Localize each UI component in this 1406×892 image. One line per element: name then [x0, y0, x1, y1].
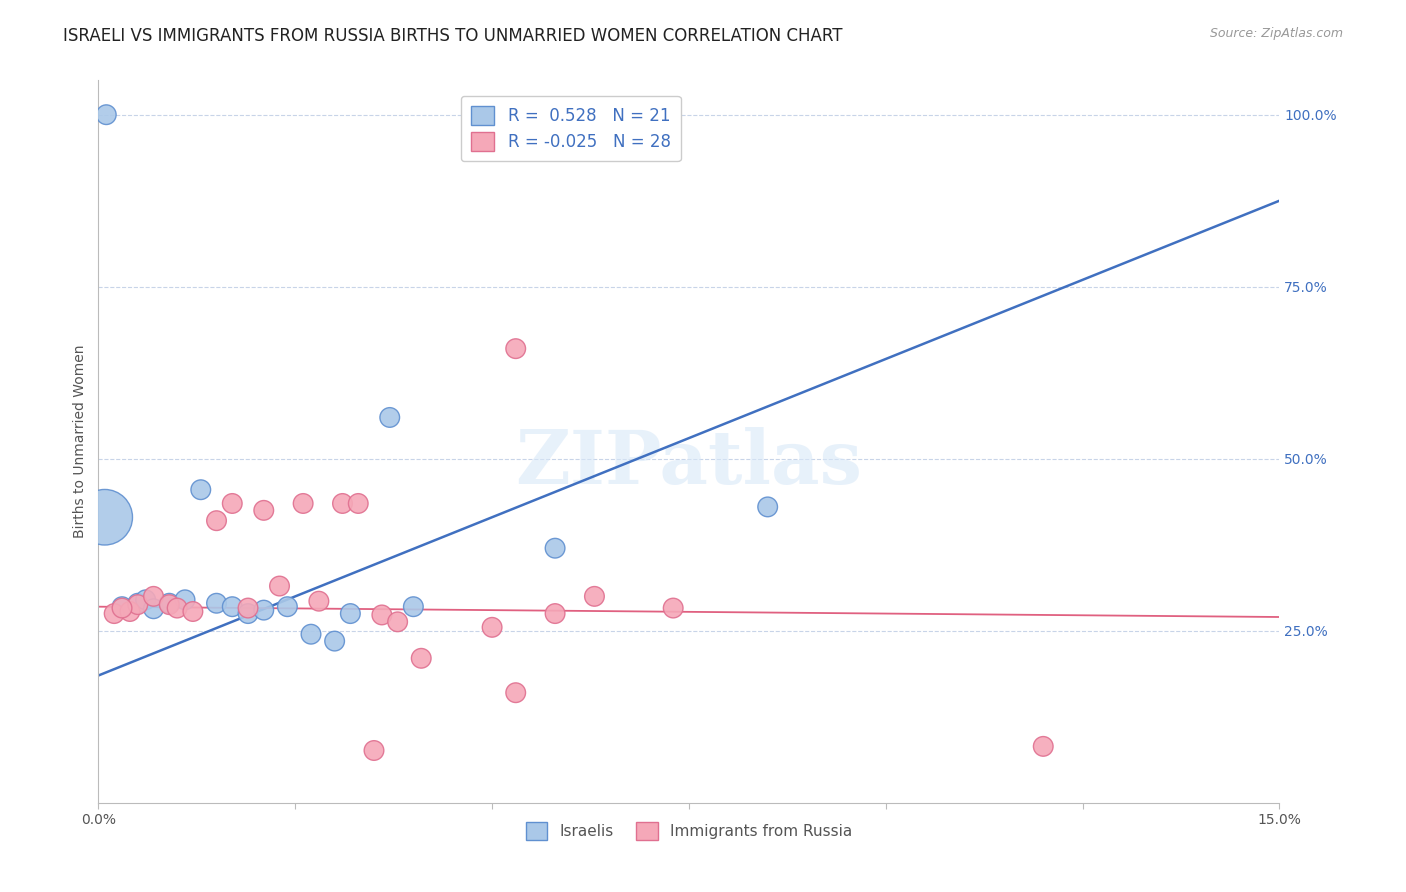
Point [118, 605, 141, 619]
Point [157, 596, 180, 610]
Point [292, 496, 315, 510]
Point [205, 596, 228, 610]
Point [756, 500, 779, 514]
Point [332, 496, 354, 510]
Point [111, 601, 134, 615]
Text: Source: ZipAtlas.com: Source: ZipAtlas.com [1209, 27, 1343, 40]
Point [96, 108, 118, 122]
Point [221, 496, 243, 510]
Point [662, 601, 685, 615]
Point [387, 615, 409, 629]
Point [339, 607, 361, 621]
Point [1032, 739, 1054, 754]
Point [190, 483, 212, 497]
Text: ZIPatlas: ZIPatlas [516, 426, 862, 500]
Point [142, 601, 165, 615]
Point [103, 607, 125, 621]
Point [347, 496, 370, 510]
Point [236, 601, 259, 615]
Point [127, 598, 149, 612]
Point [583, 590, 606, 604]
Point [135, 592, 157, 607]
Point [253, 603, 276, 617]
Point [174, 592, 197, 607]
Point [299, 627, 322, 641]
Point [111, 599, 134, 614]
Point [157, 598, 180, 612]
Point [544, 541, 567, 556]
Text: ISRAELI VS IMMIGRANTS FROM RUSSIA BIRTHS TO UNMARRIED WOMEN CORRELATION CHART: ISRAELI VS IMMIGRANTS FROM RUSSIA BIRTHS… [63, 27, 842, 45]
Point [411, 651, 433, 665]
Point [269, 579, 291, 593]
Point [166, 601, 188, 615]
Point [505, 686, 527, 700]
Point [378, 410, 401, 425]
Point [93, 510, 115, 524]
Legend: Israelis, Immigrants from Russia: Israelis, Immigrants from Russia [519, 816, 859, 846]
Point [308, 594, 330, 608]
Point [544, 607, 567, 621]
Point [363, 743, 385, 757]
Point [402, 599, 425, 614]
Point [181, 605, 204, 619]
Point [205, 514, 228, 528]
Point [236, 607, 259, 621]
Point [127, 596, 149, 610]
Point [142, 590, 165, 604]
Point [371, 607, 394, 622]
Y-axis label: Births to Unmarried Women: Births to Unmarried Women [73, 345, 87, 538]
Point [505, 342, 527, 356]
Point [221, 599, 243, 614]
Point [276, 599, 298, 614]
Point [481, 620, 503, 634]
Point [323, 634, 346, 648]
Point [253, 503, 276, 517]
